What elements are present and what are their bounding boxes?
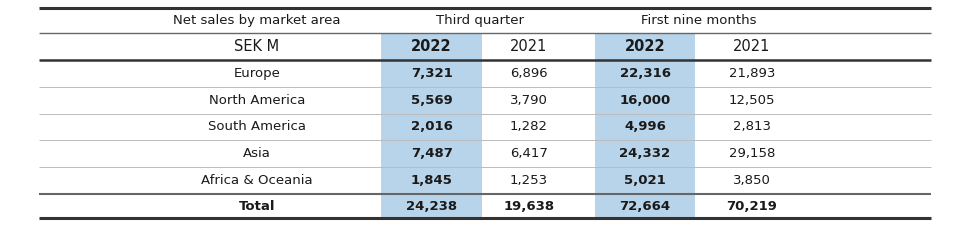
Text: 70,219: 70,219 xyxy=(726,200,776,213)
Bar xyxy=(594,33,695,218)
Text: 72,664: 72,664 xyxy=(619,200,670,213)
Text: Net sales by market area: Net sales by market area xyxy=(173,14,340,27)
Text: 7,487: 7,487 xyxy=(410,147,453,160)
Text: 3,850: 3,850 xyxy=(732,174,770,187)
Text: South America: South America xyxy=(207,120,306,133)
Text: 16,000: 16,000 xyxy=(619,94,670,107)
Text: 19,638: 19,638 xyxy=(503,200,553,213)
Text: Total: Total xyxy=(238,200,275,213)
Text: 12,505: 12,505 xyxy=(728,94,774,107)
Text: Third quarter: Third quarter xyxy=(436,14,523,27)
Text: 4,996: 4,996 xyxy=(623,120,666,133)
Text: 2,813: 2,813 xyxy=(732,120,770,133)
Text: 2,016: 2,016 xyxy=(410,120,453,133)
Text: 3,790: 3,790 xyxy=(509,94,547,107)
Text: First nine months: First nine months xyxy=(640,14,756,27)
Text: 24,238: 24,238 xyxy=(406,200,456,213)
Text: North America: North America xyxy=(208,94,305,107)
Text: 6,417: 6,417 xyxy=(509,147,547,160)
Text: 5,021: 5,021 xyxy=(623,174,666,187)
Text: 7,321: 7,321 xyxy=(410,67,453,80)
Text: 29,158: 29,158 xyxy=(728,147,774,160)
Text: 1,253: 1,253 xyxy=(509,174,547,187)
Text: Africa & Oceania: Africa & Oceania xyxy=(201,174,313,187)
Text: 22,316: 22,316 xyxy=(619,67,670,80)
Text: 1,845: 1,845 xyxy=(410,174,453,187)
Text: 21,893: 21,893 xyxy=(728,67,774,80)
Bar xyxy=(381,33,482,218)
Text: Asia: Asia xyxy=(243,147,270,160)
Text: 2022: 2022 xyxy=(624,39,665,54)
Text: 5,569: 5,569 xyxy=(410,94,453,107)
Text: 2022: 2022 xyxy=(411,39,452,54)
Text: 24,332: 24,332 xyxy=(619,147,670,160)
Text: 1,282: 1,282 xyxy=(509,120,547,133)
Text: Europe: Europe xyxy=(234,67,280,80)
Text: 2021: 2021 xyxy=(733,39,769,54)
Text: 6,896: 6,896 xyxy=(510,67,547,80)
Text: 2021: 2021 xyxy=(510,39,547,54)
Text: SEK M: SEK M xyxy=(234,39,279,54)
